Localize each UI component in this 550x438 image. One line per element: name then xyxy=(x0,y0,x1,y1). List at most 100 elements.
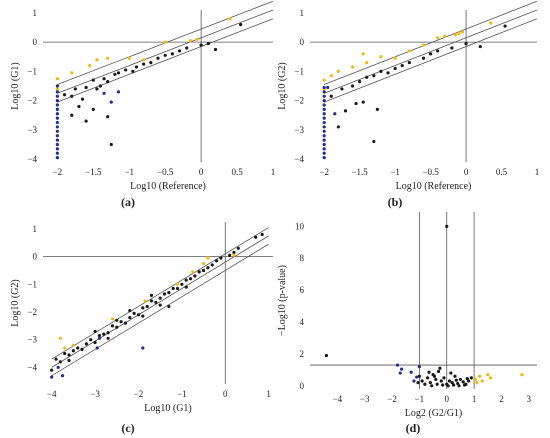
blue-data-point xyxy=(55,112,59,116)
black-data-point xyxy=(106,336,110,340)
blue-data-point xyxy=(322,112,326,116)
yellow-data-point xyxy=(232,253,236,257)
black-data-point xyxy=(324,353,329,358)
yellow-data-point xyxy=(473,377,478,382)
x-tick-label: 0.5 xyxy=(231,167,243,177)
blue-data-point xyxy=(109,100,113,104)
black-data-point xyxy=(177,49,182,53)
panel-a: −2 −1.5 −1 −0.5 0 0.5 1 −4 −3 −2 −1 0 1 Log10 (Refere… xyxy=(10,0,275,209)
blue-data-point xyxy=(322,138,326,142)
black-data-point xyxy=(77,104,81,109)
black-data-point xyxy=(54,357,58,361)
blue-data-point xyxy=(55,151,59,155)
black-data-point xyxy=(239,23,243,27)
black-data-point xyxy=(361,100,365,104)
black-data-point xyxy=(102,332,106,336)
black-data-point xyxy=(113,72,117,76)
x-tick-label: −1.5 xyxy=(351,167,368,177)
black-data-point xyxy=(167,291,171,295)
yellow-data-point xyxy=(520,373,524,377)
black-data-point xyxy=(124,68,128,72)
black-data-point xyxy=(141,314,145,318)
y-tick-label: −2 xyxy=(294,96,304,106)
black-data-point xyxy=(184,278,188,282)
black-data-point xyxy=(214,259,219,263)
blue-data-point xyxy=(333,112,337,116)
y-axis-title: Log10 (G1) xyxy=(10,62,21,110)
black-data-point xyxy=(109,142,113,147)
yellow-data-point xyxy=(195,37,200,41)
black-data-point xyxy=(400,63,404,68)
blue-data-point xyxy=(395,363,400,367)
blue-data-point xyxy=(326,85,330,90)
yellow-data-point xyxy=(106,56,110,60)
black-data-point xyxy=(450,46,454,50)
black-data-point xyxy=(458,377,463,382)
y-tick-label: −1 xyxy=(27,279,37,289)
x-tick-label: −0.5 xyxy=(157,167,174,177)
yellow-data-point xyxy=(206,256,210,260)
yellow-data-point xyxy=(110,317,115,321)
blue-data-point xyxy=(417,365,421,369)
yellow-data-point xyxy=(188,39,192,43)
black-data-point xyxy=(372,74,376,78)
black-data-point xyxy=(80,347,84,351)
blue-data-point xyxy=(322,116,326,120)
blue-data-point xyxy=(50,375,54,379)
black-data-point xyxy=(199,43,203,47)
yellow-data-point xyxy=(228,17,232,21)
yellow-data-point xyxy=(480,379,484,383)
blue-data-point xyxy=(409,370,413,374)
black-data-point xyxy=(442,376,446,380)
y-tick-label: −2 xyxy=(27,307,37,317)
x-axis-title: Log2 (G2/G1) xyxy=(405,408,463,419)
black-data-point xyxy=(343,109,348,113)
black-data-point xyxy=(71,349,75,353)
x-tick-label: 0 xyxy=(223,389,228,399)
x-tick-label: 1 xyxy=(266,389,271,399)
black-data-point xyxy=(426,376,430,380)
black-data-point xyxy=(465,377,469,381)
y-tick-label: 1 xyxy=(300,8,305,18)
black-data-point xyxy=(184,285,188,289)
black-data-point xyxy=(123,321,128,325)
black-data-point xyxy=(503,24,507,28)
black-data-point xyxy=(149,299,154,303)
black-data-point xyxy=(84,119,88,123)
black-data-point xyxy=(457,384,461,388)
blue-data-point xyxy=(415,375,419,379)
black-data-point xyxy=(206,42,210,46)
y-tick-label: −3 xyxy=(27,335,37,345)
yellow-data-point xyxy=(70,71,74,75)
black-data-point xyxy=(445,224,449,228)
yellow-data-point xyxy=(143,299,147,303)
black-data-point xyxy=(350,84,355,88)
black-data-point xyxy=(84,342,88,346)
black-data-point xyxy=(185,46,189,50)
black-data-point xyxy=(446,384,450,388)
y-tick-label: −1 xyxy=(27,66,37,76)
black-data-point xyxy=(213,47,218,52)
black-data-point xyxy=(329,94,333,98)
y-axis-title: Log10 (G2) xyxy=(277,62,288,110)
x-axis-title: Log10 (G1) xyxy=(144,403,192,414)
yellow-data-point xyxy=(443,34,447,38)
blue-data-point xyxy=(97,336,102,340)
black-data-point xyxy=(427,370,431,374)
y-tick-label: 0 xyxy=(33,37,38,47)
black-data-point xyxy=(375,107,379,111)
black-data-point xyxy=(95,87,99,91)
black-data-point xyxy=(163,53,167,57)
black-data-point xyxy=(180,282,184,286)
black-data-point xyxy=(93,329,97,333)
blue-data-point xyxy=(55,116,59,120)
blue-data-point xyxy=(55,99,59,103)
blue-data-point xyxy=(55,147,59,151)
black-data-point xyxy=(407,61,411,65)
black-data-point xyxy=(260,232,264,237)
y-tick-label: 8 xyxy=(300,253,305,263)
black-data-point xyxy=(461,380,465,384)
black-data-point xyxy=(423,382,427,386)
black-data-point xyxy=(128,309,132,313)
